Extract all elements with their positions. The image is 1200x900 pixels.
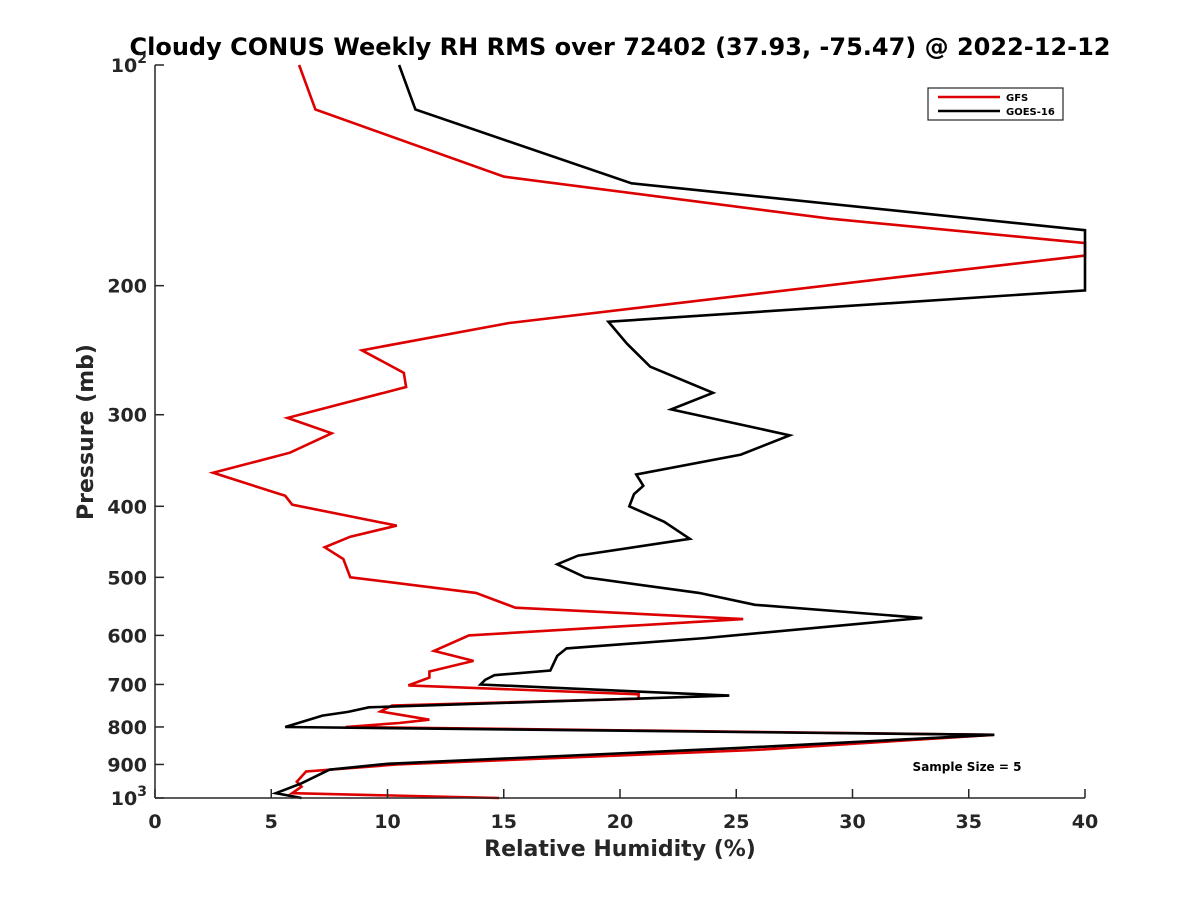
- chart-title: Cloudy CONUS Weekly RH RMS over 72402 (3…: [130, 33, 1111, 61]
- y-tick-label: 200: [107, 276, 147, 298]
- x-tick-label: 20: [607, 811, 633, 833]
- y-tick-label: 300: [107, 405, 147, 427]
- y-tick-label: 103: [111, 784, 147, 810]
- sample-size-annotation: Sample Size = 5: [913, 760, 1022, 774]
- x-tick-label: 0: [148, 811, 161, 833]
- plot-background: [155, 65, 1085, 798]
- y-tick-label: 102: [111, 51, 147, 77]
- x-tick-label: 5: [265, 811, 278, 833]
- x-axis-ticks: 0 5 10 15 20 25 30 35 40: [148, 789, 1098, 833]
- y-tick-label: 700: [107, 674, 147, 696]
- series-line-goes-16: [271, 64, 1087, 800]
- x-tick-label: 15: [491, 811, 517, 833]
- series-layer: [208, 64, 1087, 800]
- y-tick-label: 800: [107, 717, 147, 739]
- y-tick-label: 600: [107, 625, 147, 647]
- legend: GFS GOES-16: [927, 87, 1064, 121]
- y-axis-ticks: 102 200 300 400 500 600 700 800 900 103: [107, 51, 164, 810]
- y-tick-label: 500: [107, 567, 147, 589]
- y-tick-label: 400: [107, 496, 147, 518]
- x-tick-label: 10: [374, 811, 400, 833]
- plot-area: 0 5 10 15 20 25 30 35 40 102 200 300 400 500 600 700 80…: [107, 51, 1098, 833]
- x-tick-label: 25: [723, 811, 749, 833]
- y-tick-label: 900: [107, 754, 147, 776]
- x-axis-label: Relative Humidity (%): [484, 837, 756, 862]
- x-tick-label: 30: [839, 811, 865, 833]
- x-tick-label: 40: [1072, 811, 1098, 833]
- x-tick-label: 35: [956, 811, 982, 833]
- legend-box: [927, 87, 1064, 121]
- legend-label: GFS: [1006, 93, 1028, 104]
- legend-label: GOES-16: [1006, 107, 1055, 118]
- y-axis-label: Pressure (mb): [74, 344, 99, 520]
